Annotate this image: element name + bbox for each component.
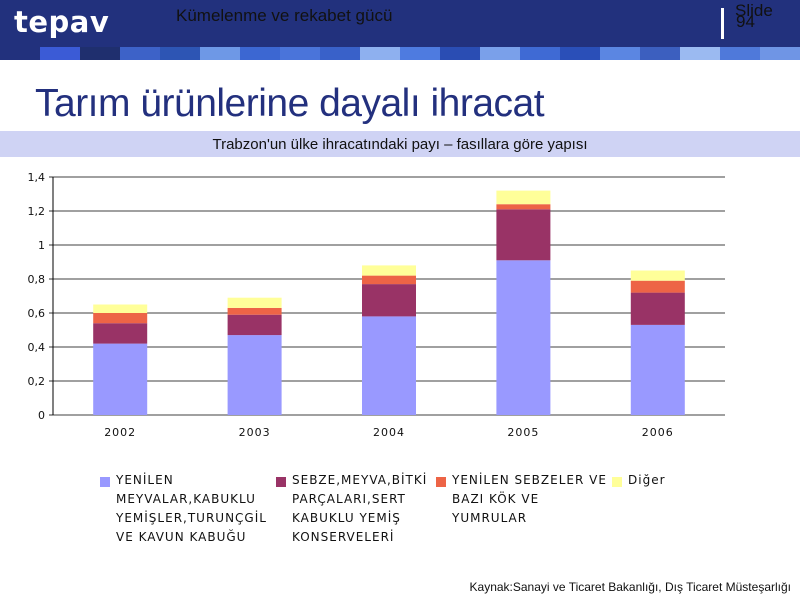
slide-number: 94 xyxy=(736,12,755,31)
legend-label: YENİLEN xyxy=(116,473,174,487)
y-tick-label: 0 xyxy=(38,409,45,422)
stripe-block xyxy=(400,47,440,60)
stripe-block xyxy=(720,47,760,60)
header-title: Kümelenme ve rekabet gücü xyxy=(176,6,393,25)
stripe-block xyxy=(440,47,480,60)
bar-segment xyxy=(496,209,551,261)
bar-segment xyxy=(496,260,551,415)
header-bar: tepav Kümelenme ve rekabet gücü Slide 94 xyxy=(0,0,800,47)
legend-label: SEBZE,MEYVA,BİTKİ xyxy=(292,473,428,487)
bar-segment xyxy=(630,292,685,325)
header-divider xyxy=(721,8,724,39)
legend-label: KABUKLU YEMİŞ xyxy=(292,511,401,525)
stripe-block xyxy=(80,47,120,60)
page-title: Tarım ürünlerine dayalı ihracat xyxy=(35,82,545,125)
x-tick-label: 2002 xyxy=(104,426,136,439)
bar-segment xyxy=(227,297,282,308)
stripe-block xyxy=(560,47,600,60)
legend-swatch xyxy=(612,477,622,487)
bar-segment xyxy=(93,304,148,313)
bar-segment xyxy=(496,204,551,210)
bar-segment xyxy=(630,280,685,293)
y-tick-label: 0,8 xyxy=(28,273,46,286)
bar-segment xyxy=(630,324,685,415)
bar-segment xyxy=(362,265,416,276)
legend-label: VE KAVUN KABUĞU xyxy=(116,530,247,544)
source-note: Kaynak:Sanayi ve Ticaret Bakanlığı, Dış … xyxy=(469,580,791,594)
y-tick-label: 1,4 xyxy=(28,171,46,184)
color-stripe xyxy=(0,47,800,60)
legend-label: YUMRULAR xyxy=(452,511,528,525)
bar-segment xyxy=(362,316,416,415)
legend-label: PARÇALARI,SERT xyxy=(292,492,406,506)
stripe-block xyxy=(760,47,800,60)
stripe-block xyxy=(40,47,80,60)
stripe-block xyxy=(640,47,680,60)
stripe-block xyxy=(160,47,200,60)
y-tick-label: 1 xyxy=(38,239,45,252)
tepav-logo: tepav xyxy=(14,5,110,39)
stacked-bar-chart: 0 0,2 0,4 0,6 0,8 1 1,2 1,4 2002 2003 2004 2005 2006 xyxy=(28,171,725,439)
x-tick-label: 2003 xyxy=(239,426,271,439)
stripe-block xyxy=(360,47,400,60)
slide-label: Slide xyxy=(735,1,773,20)
y-tick-label: 0,6 xyxy=(28,307,46,320)
bar-segment xyxy=(93,313,148,324)
legend-label: YEMİŞLER,TURUNÇGİL xyxy=(116,511,267,525)
bar-segment xyxy=(227,314,282,336)
bar-segment xyxy=(227,307,282,315)
bar-segment xyxy=(630,270,685,281)
stripe-block xyxy=(280,47,320,60)
bar-segment xyxy=(93,323,148,344)
chart-title: Trabzon'un ülke ihracatındaki payı – fas… xyxy=(212,136,588,153)
legend-label: BAZI KÖK VE xyxy=(452,492,540,506)
legend-label: MEYVALAR,KABUKLU xyxy=(116,492,256,506)
bar-segment xyxy=(362,275,416,285)
bar-segment xyxy=(93,343,148,415)
stripe-block xyxy=(200,47,240,60)
legend-swatch xyxy=(436,477,446,487)
x-tick-label: 2005 xyxy=(507,426,539,439)
bar-segment xyxy=(227,335,282,415)
stripe-block xyxy=(600,47,640,60)
x-tick-label: 2006 xyxy=(642,426,674,439)
stripe-block xyxy=(320,47,360,60)
stripe-block xyxy=(120,47,160,60)
legend-label: Diğer xyxy=(628,473,666,487)
y-tick-label: 1,2 xyxy=(28,205,46,218)
x-tick-label: 2004 xyxy=(373,426,405,439)
stripe-block xyxy=(240,47,280,60)
legend-swatch xyxy=(100,477,110,487)
legend-swatch xyxy=(276,477,286,487)
bar-segment xyxy=(496,190,551,205)
y-tick-label: 0,4 xyxy=(28,341,46,354)
legend-label: KONSERVELERİ xyxy=(292,530,395,544)
stripe-block xyxy=(680,47,720,60)
stripe-block xyxy=(480,47,520,60)
bar-segment xyxy=(362,284,416,317)
y-tick-label: 0,2 xyxy=(28,375,46,388)
subtitle-bar xyxy=(0,131,800,157)
stripe-block xyxy=(520,47,560,60)
legend-label: YENİLEN SEBZELER VE xyxy=(452,473,607,487)
stripe-block xyxy=(0,47,40,60)
